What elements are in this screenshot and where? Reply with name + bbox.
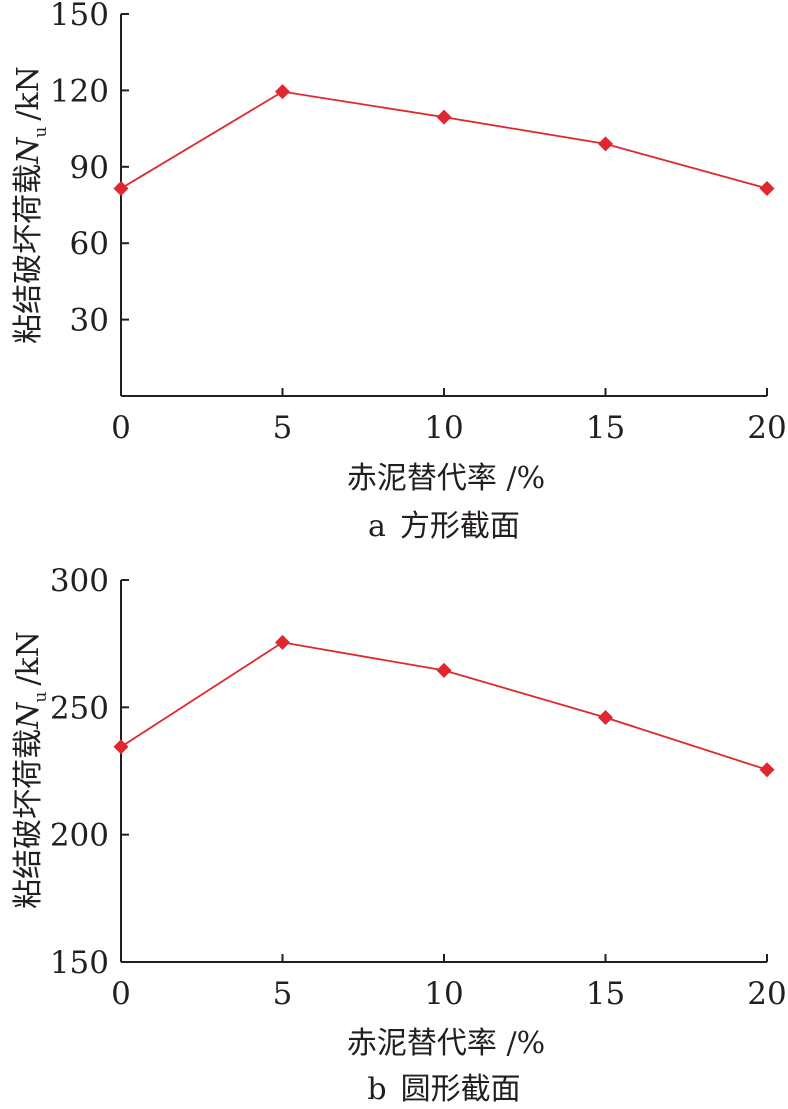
y-axis-title: 粘结破坏荷载Nu/kN: [11, 66, 51, 344]
x-tick-label: 0: [111, 976, 131, 1012]
data-point-marker: [598, 136, 613, 152]
x-tick-label: 15: [586, 976, 625, 1012]
series-line: [120, 90, 768, 190]
x-tick-label: 5: [273, 976, 293, 1012]
data-point-marker: [598, 710, 613, 726]
x-tick-label: 10: [424, 410, 463, 446]
y-tick-label: 150: [50, 0, 109, 33]
x-tick-label: 0: [111, 410, 131, 446]
y-tick-label: 90: [70, 150, 109, 186]
y-tick-label: 250: [50, 690, 109, 726]
y-axis-title: 粘结破坏荷载Nu/kN: [11, 631, 51, 909]
x-tick-label: 20: [747, 976, 786, 1012]
y-tick-label: 150: [50, 945, 109, 981]
y-tick-label: 30: [70, 303, 109, 339]
chart-a-square-section: 30 60 90 120 150 0 5 10 15 20 赤泥替代率 /% 粘结破坏荷载Nu/kN a…: [11, 0, 787, 544]
chart-b-circular-section: 150 200 250 300 0 5 10 15 20 赤泥替代率 /% 粘结破坏荷载Nu/kN b…: [11, 563, 787, 1107]
y-tick-label: 300: [50, 563, 109, 599]
y-tick-label: 60: [70, 226, 109, 262]
x-tick-label: 15: [586, 410, 625, 446]
figure-caption: b 圆形截面: [367, 1072, 520, 1107]
data-point-marker: [759, 180, 775, 196]
series-line: [120, 641, 768, 771]
x-tick-label: 20: [747, 410, 786, 446]
y-tick-label: 200: [50, 818, 109, 854]
data-point-marker: [275, 634, 290, 650]
data-point-marker: [436, 662, 452, 678]
data-point-marker: [113, 180, 129, 196]
x-axis-title: 赤泥替代率 /%: [347, 461, 545, 496]
figure-caption: a 方形截面: [368, 509, 520, 544]
x-tick-label: 10: [424, 976, 463, 1012]
x-tick-label: 5: [273, 410, 293, 446]
data-point-marker: [436, 109, 452, 125]
data-point-marker: [759, 762, 775, 778]
data-point-marker: [275, 84, 290, 100]
x-axis-title: 赤泥替代率 /%: [347, 1026, 545, 1061]
y-tick-label: 120: [50, 73, 109, 109]
data-point-marker: [113, 739, 129, 755]
